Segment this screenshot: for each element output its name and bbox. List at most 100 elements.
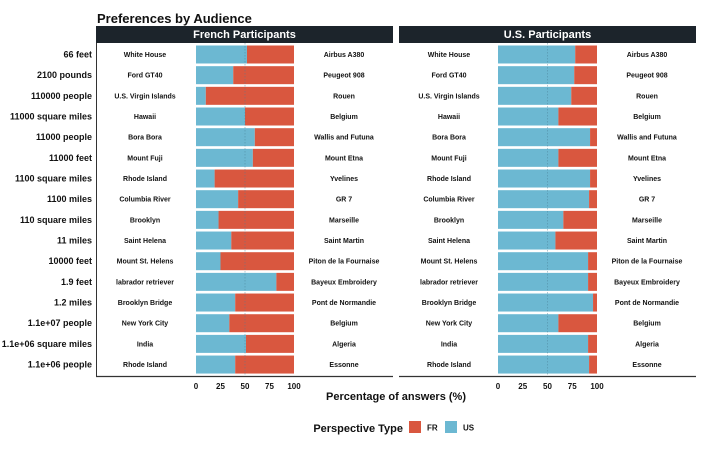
fr-reference-label: Belgium (330, 321, 358, 328)
bar-fr (589, 355, 597, 374)
bar-fr (235, 293, 294, 312)
us-reference-label: Bora Bora (432, 135, 466, 142)
fr-reference-label: Peugeot 908 (626, 73, 667, 80)
y-tick-label: 1100 miles (47, 194, 92, 204)
fr-reference-label: Piton de la Fournaise (309, 259, 380, 266)
fr-reference-label: GR 7 (336, 197, 352, 204)
legend-swatch-fr (409, 421, 421, 433)
panel-title: French Participants (193, 29, 296, 41)
y-tick-label: 1.1e+06 square miles (2, 339, 92, 349)
us-reference-label: Mount Fuji (431, 155, 466, 162)
bar-fr (571, 86, 597, 105)
panel-strip (399, 26, 696, 43)
bar-fr (590, 128, 597, 147)
bar-us (498, 355, 590, 374)
x-tick-label: 75 (265, 382, 274, 391)
fr-reference-label: Bayeux Embroidery (614, 279, 680, 286)
bar-us (498, 169, 591, 188)
panel-title: U.S. Participants (504, 29, 591, 41)
fr-reference-label: Algeria (635, 341, 659, 348)
bar-fr (245, 334, 294, 353)
bar-us (498, 334, 589, 353)
us-reference-label: Mount St. Helens (421, 259, 478, 266)
legend-label-fr: FR (427, 424, 438, 433)
bar-fr (563, 210, 597, 229)
fr-reference-label: Belgium (633, 114, 661, 121)
us-reference-label: White House (428, 52, 470, 59)
y-tick-label: 110 square miles (20, 215, 92, 225)
bar-us (498, 107, 559, 126)
fr-reference-label: Mount Etna (325, 155, 363, 162)
us-reference-label: Mount St. Helens (117, 259, 174, 266)
fr-reference-label: Rouen (333, 93, 355, 100)
us-reference-label: Brooklyn Bridge (118, 300, 173, 307)
bar-us (498, 86, 572, 105)
bar-fr (218, 210, 294, 229)
us-reference-label: Brooklyn (434, 217, 464, 224)
bar-fr (588, 252, 597, 271)
bar-us (498, 231, 556, 250)
legend-label-us: US (463, 424, 475, 433)
fr-reference-label: Mount Etna (628, 155, 666, 162)
x-tick-label: 100 (287, 382, 301, 391)
panel-french: French Participants White House Airbus A38… (96, 26, 393, 391)
us-reference-label: India (441, 341, 457, 348)
bar-fr (588, 272, 597, 291)
bar-fr (205, 86, 294, 105)
us-reference-label: Columbia River (119, 197, 171, 204)
bar-fr (252, 148, 294, 167)
fr-reference-label: Saint Martin (627, 238, 667, 245)
y-tick-label: 1.9 feet (61, 277, 92, 287)
x-tick-label: 50 (241, 382, 250, 391)
bar-us (196, 107, 245, 126)
bar-us (196, 45, 247, 64)
fr-reference-label: Piton de la Fournaise (612, 259, 683, 266)
us-reference-label: Hawaii (438, 114, 460, 121)
y-tick-label: 2100 pounds (37, 70, 92, 80)
bar-fr (229, 314, 294, 333)
us-reference-label: Ford GT40 (431, 73, 466, 80)
bar-us (498, 66, 575, 85)
bar-fr (574, 66, 597, 85)
y-tick-label: 1100 square miles (15, 174, 92, 184)
bar-us (196, 66, 234, 85)
fr-reference-label: Airbus A380 (324, 52, 365, 59)
bar-us (196, 355, 236, 374)
x-tick-label: 100 (590, 382, 604, 391)
fr-reference-label: GR 7 (639, 197, 655, 204)
bar-us (196, 314, 230, 333)
bar-us (498, 252, 589, 271)
fr-reference-label: Yvelines (330, 176, 358, 183)
x-tick-label: 25 (216, 382, 225, 391)
us-reference-label: India (137, 341, 153, 348)
bar-fr (245, 107, 294, 126)
panel-us: U.S. Participants White House Airbus A380 F… (399, 26, 696, 391)
x-tick-label: 50 (543, 382, 552, 391)
y-tick-label: 11000 square miles (10, 112, 92, 122)
y-tick-label: 66 feet (63, 50, 92, 60)
bar-fr (254, 128, 294, 147)
bar-us (498, 314, 559, 333)
us-reference-label: Rhode Island (123, 176, 167, 183)
y-tick-label: 11 miles (57, 236, 92, 246)
bar-us (196, 148, 253, 167)
bar-fr (233, 66, 294, 85)
bar-fr (276, 272, 294, 291)
bar-fr (558, 107, 597, 126)
bar-us (196, 128, 255, 147)
bar-us (196, 86, 206, 105)
us-reference-label: Saint Helena (124, 238, 166, 245)
us-reference-label: U.S. Virgin Islands (114, 93, 175, 100)
bar-us (196, 210, 219, 229)
legend-swatch-us (445, 421, 457, 433)
fr-reference-label: Algeria (332, 341, 356, 348)
bar-us (196, 252, 221, 271)
y-tick-label: 1.1e+06 people (28, 360, 92, 370)
us-reference-label: Saint Helena (428, 238, 470, 245)
us-reference-label: Rhode Island (427, 362, 471, 369)
bar-us (498, 293, 594, 312)
us-reference-label: Columbia River (423, 197, 475, 204)
bar-fr (214, 169, 294, 188)
bar-us (498, 128, 591, 147)
